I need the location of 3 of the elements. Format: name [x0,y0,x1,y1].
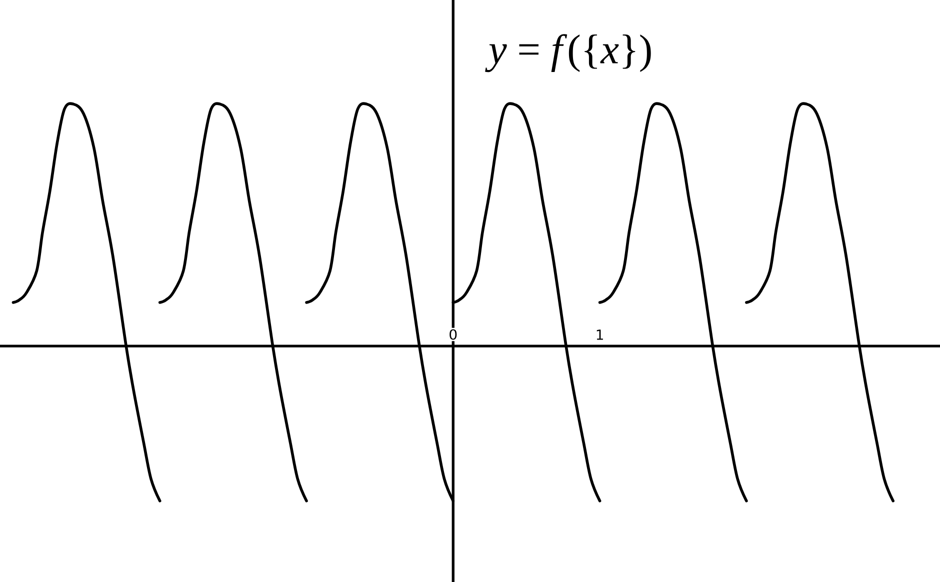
x-tick-label: 0 [450,329,457,340]
chart-title: y = f({x}) [485,34,651,72]
x-tick-label: 1 [596,330,603,340]
